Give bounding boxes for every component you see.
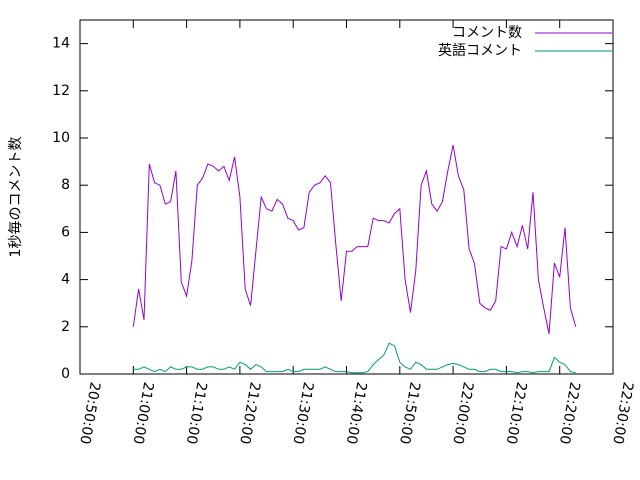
y-tick-label: 0	[61, 366, 70, 382]
x-tick-label: 21:30:00	[289, 381, 316, 446]
y-tick-label: 4	[61, 272, 70, 288]
y-tick-label: 14	[52, 36, 70, 52]
x-tick-label: 22:20:00	[556, 381, 583, 446]
x-tick-label: 21:20:00	[236, 381, 263, 446]
x-tick-label: 21:50:00	[396, 381, 423, 446]
y-tick-label: 10	[52, 130, 70, 146]
x-tick-label: 21:00:00	[130, 381, 157, 446]
y-axis-label: 1秒毎のコメント数	[8, 137, 24, 258]
series-line	[132, 144, 577, 334]
x-tick-label: 22:00:00	[449, 381, 476, 446]
y-tick-label: 6	[61, 224, 70, 240]
y-tick-label: 2	[61, 319, 70, 335]
x-tick-label: 21:40:00	[343, 381, 370, 446]
x-tick-label: 21:10:00	[183, 381, 210, 446]
y-tick-label: 8	[61, 177, 70, 193]
x-tick-label: 22:30:00	[609, 381, 636, 446]
series-line	[133, 342, 576, 374]
x-tick-label: 20:50:00	[76, 381, 103, 446]
x-tick-label: 22:10:00	[503, 381, 530, 446]
legend-label: コメント数	[452, 25, 522, 41]
legend-label: 英語コメント	[438, 42, 522, 59]
y-tick-label: 12	[52, 83, 70, 99]
